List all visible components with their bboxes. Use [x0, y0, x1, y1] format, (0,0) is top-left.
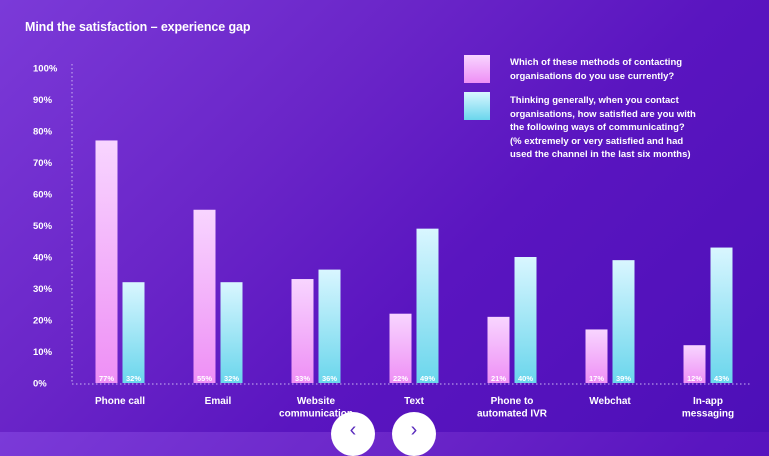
chart-bars	[95, 140, 733, 383]
data-label-usage: 33%	[295, 374, 310, 383]
x-category-label-line: Phone call	[95, 396, 145, 407]
data-label-satisfaction: 36%	[322, 374, 337, 383]
bar-usage	[95, 140, 118, 383]
y-tick-label: 60%	[33, 190, 53, 201]
data-label-usage: 21%	[491, 374, 506, 383]
legend-swatch-satisfaction	[464, 92, 490, 120]
data-label-satisfaction: 32%	[224, 374, 239, 383]
x-category-label: Text	[404, 396, 424, 407]
bar-satisfaction	[122, 282, 145, 383]
x-category-label: In-app messaging	[682, 396, 734, 420]
bar-satisfaction	[612, 260, 635, 383]
x-category-label-line: Website	[297, 396, 336, 407]
bar-satisfaction	[710, 247, 733, 383]
bar-usage	[193, 209, 216, 383]
y-tick-label: 80%	[33, 127, 53, 138]
bar-usage	[291, 279, 314, 383]
chevron-left-icon: ‹	[349, 419, 357, 441]
legend-swatch-usage	[464, 55, 490, 83]
next-button[interactable]: ›	[392, 412, 436, 456]
data-label-satisfaction: 32%	[126, 374, 141, 383]
y-tick-label: 70%	[33, 158, 53, 169]
data-label-usage: 22%	[393, 374, 408, 383]
x-category-label-line: communication	[279, 409, 353, 420]
bar-satisfaction	[416, 228, 439, 383]
data-label-usage: 55%	[197, 374, 212, 383]
y-tick-label: 10%	[33, 347, 53, 358]
chart-labels: 77% 32% Phone call 55% 32% Email 33% 36% Website…	[95, 374, 734, 420]
y-tick-label: 40%	[33, 253, 53, 264]
data-label-satisfaction: 43%	[714, 374, 729, 383]
data-label-usage: 77%	[99, 374, 114, 383]
x-category-label: Webchat	[589, 396, 631, 407]
x-category-label: Phone call	[95, 396, 145, 407]
data-label-satisfaction: 49%	[420, 374, 435, 383]
bar-usage	[389, 313, 412, 383]
y-tick-label: 20%	[33, 316, 53, 327]
x-category-label-line: messaging	[682, 409, 734, 420]
y-tick-label: 0%	[33, 379, 47, 390]
x-category-label-line: In-app	[693, 396, 723, 407]
y-tick-label: 100%	[33, 64, 58, 75]
prev-button[interactable]: ‹	[331, 412, 375, 456]
chart-axes: 0% 10% 20% 30% 40% 50% 60% 70% 80% 90% 100%	[33, 64, 750, 390]
x-category-label: Email	[205, 396, 232, 407]
bar-satisfaction	[514, 257, 537, 383]
data-label-usage: 17%	[589, 374, 604, 383]
bar-usage	[487, 316, 510, 383]
legend-label-satisfaction: Thinking generally, when you contact org…	[510, 95, 696, 160]
y-tick-label: 30%	[33, 284, 53, 295]
x-category-label-line: Email	[205, 396, 232, 407]
x-category-label: Phone to automated IVR	[477, 396, 548, 420]
chart-title: Mind the satisfaction – experience gap	[25, 20, 251, 34]
legend-label-usage: Which of these methods of contacting org…	[510, 57, 683, 82]
x-category-label-line: Phone to	[491, 396, 534, 407]
y-tick-label: 50%	[33, 221, 53, 232]
x-category-label-line: Text	[404, 396, 424, 407]
bar-satisfaction	[318, 269, 341, 383]
bar-usage	[683, 345, 706, 383]
data-label-satisfaction: 39%	[616, 374, 631, 383]
x-category-label-line: automated IVR	[477, 409, 548, 420]
x-category-label: Website communication	[279, 396, 353, 420]
x-category-label-line: Webchat	[589, 396, 631, 407]
data-label-usage: 12%	[687, 374, 702, 383]
chevron-right-icon: ›	[410, 419, 418, 441]
bar-usage	[585, 329, 608, 383]
bar-satisfaction	[220, 282, 243, 383]
bar-chart: 0% 10% 20% 30% 40% 50% 60% 70% 80% 90% 100% 77% 32%…	[33, 64, 750, 420]
y-tick-label: 90%	[33, 95, 53, 106]
data-label-satisfaction: 40%	[518, 374, 533, 383]
